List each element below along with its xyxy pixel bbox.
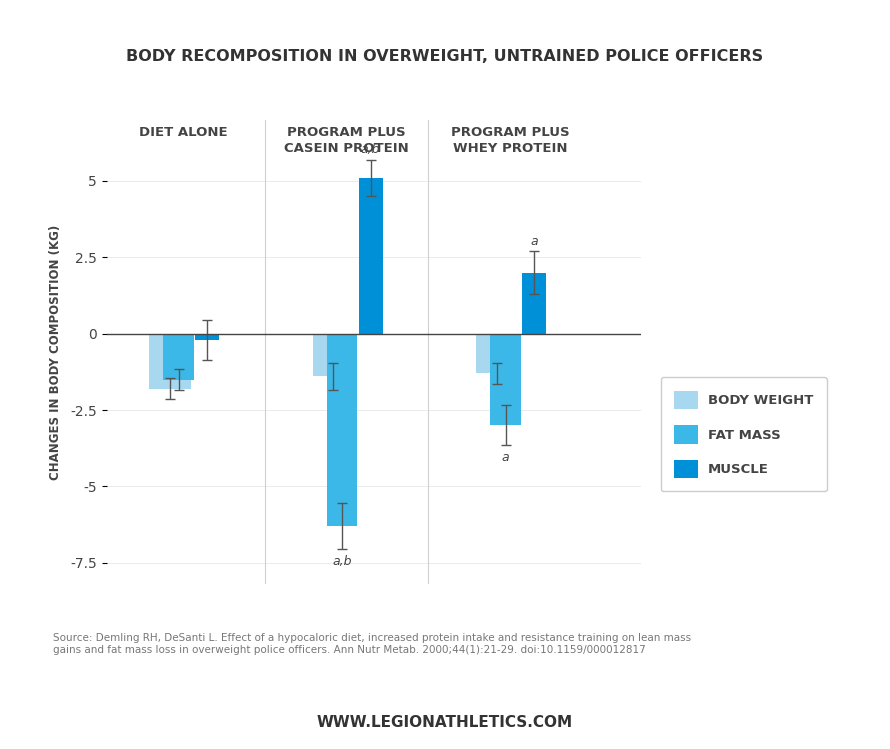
Text: Source: Demling RH, DeSanti L. Effect of a hypocaloric diet, increased protein i: Source: Demling RH, DeSanti L. Effect of… <box>53 633 692 655</box>
Text: a,b: a,b <box>333 554 352 568</box>
Legend: BODY WEIGHT, FAT MASS, MUSCLE: BODY WEIGHT, FAT MASS, MUSCLE <box>660 377 827 491</box>
Text: PROGRAM PLUS
WHEY PROTEIN: PROGRAM PLUS WHEY PROTEIN <box>450 127 570 155</box>
Bar <box>476 334 518 374</box>
Bar <box>150 334 190 389</box>
Bar <box>195 334 219 340</box>
Bar <box>164 334 194 380</box>
Text: WWW.LEGIONATHLETICS.COM: WWW.LEGIONATHLETICS.COM <box>317 715 573 730</box>
Bar <box>522 273 546 334</box>
Text: PROGRAM PLUS
CASEIN PROTEIN: PROGRAM PLUS CASEIN PROTEIN <box>284 127 409 155</box>
Text: a: a <box>530 234 538 247</box>
Text: DIET ALONE: DIET ALONE <box>139 127 228 139</box>
Text: a,b: a,b <box>360 143 380 156</box>
Bar <box>312 334 354 377</box>
Text: a: a <box>502 451 509 464</box>
Bar <box>490 334 521 425</box>
Bar <box>327 334 358 526</box>
Bar <box>359 178 383 334</box>
Text: BODY RECOMPOSITION IN OVERWEIGHT, UNTRAINED POLICE OFFICERS: BODY RECOMPOSITION IN OVERWEIGHT, UNTRAI… <box>126 49 764 64</box>
Y-axis label: CHANGES IN BODY COMPOSITION (KG): CHANGES IN BODY COMPOSITION (KG) <box>49 225 62 479</box>
